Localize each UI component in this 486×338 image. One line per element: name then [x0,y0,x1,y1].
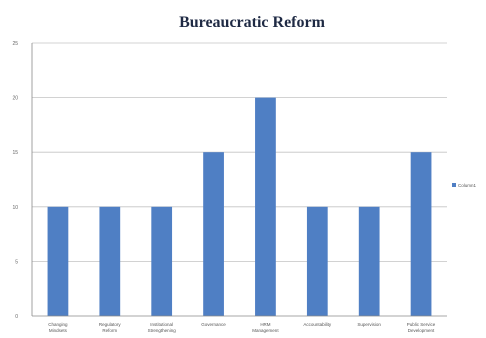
y-tick-label: 25 [12,41,18,47]
y-tick-label: 10 [12,205,18,211]
y-tick-label: 20 [12,96,18,102]
x-tick-label: Public Service Development [407,322,436,333]
x-tick-label: Supervision [357,322,381,327]
legend-label: Column1 [458,183,477,188]
bar [410,152,432,316]
x-tick-label: Accountability [303,322,332,327]
legend: Column1 [452,183,477,188]
x-tick-label: Regulatory Reform [99,322,122,333]
bar [306,206,328,316]
y-tick-label: 15 [12,150,18,156]
legend-swatch [452,183,456,187]
x-tick-label: HRM Management [252,322,279,333]
bar [99,206,121,316]
gridlines [32,42,447,262]
y-tick-label: 0 [15,314,18,320]
bar [255,97,276,316]
bars [47,97,432,316]
bar [203,152,224,316]
bar [358,206,380,316]
x-tick-label: Governance [201,322,226,327]
x-tick-label: Institutional Strengthening [148,322,177,333]
bar [151,206,173,316]
y-tick-label: 5 [15,259,18,265]
x-axis: Changing Mindsets Regulatory Reform Institut… [32,315,447,333]
y-axis: 0 5 10 15 20 25 [12,41,33,320]
chart-title: Bureaucratic Reform [179,14,326,31]
bar [47,206,69,316]
x-tick-label: Changing Mindsets [48,322,68,333]
